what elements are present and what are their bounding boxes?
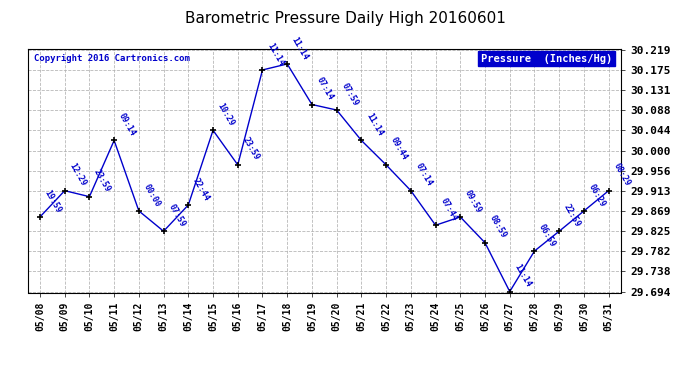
Text: 06:29: 06:29 (586, 182, 607, 208)
Text: 08:59: 08:59 (488, 214, 508, 240)
Text: 22:59: 22:59 (562, 202, 582, 228)
Text: 10:29: 10:29 (216, 101, 236, 128)
Text: 11:14: 11:14 (290, 35, 310, 61)
Text: 19:59: 19:59 (43, 188, 63, 214)
Text: 07:14: 07:14 (315, 76, 335, 102)
Text: 11:14: 11:14 (364, 111, 384, 138)
Text: Copyright 2016 Cartronics.com: Copyright 2016 Cartronics.com (34, 54, 190, 63)
Text: 12:29: 12:29 (68, 162, 88, 188)
Text: 09:59: 09:59 (463, 188, 484, 214)
Text: 06:59: 06:59 (538, 222, 558, 248)
Text: 11:14: 11:14 (265, 41, 286, 67)
Text: 11:14: 11:14 (513, 262, 533, 289)
Text: Pressure  (Inches/Hg): Pressure (Inches/Hg) (481, 54, 612, 64)
Text: 09:14: 09:14 (117, 111, 137, 138)
Text: 07:14: 07:14 (413, 162, 434, 188)
Text: 00:00: 00:00 (141, 182, 162, 208)
Text: 23:59: 23:59 (92, 168, 112, 194)
Text: 23:59: 23:59 (241, 136, 261, 162)
Text: 22:44: 22:44 (191, 176, 211, 202)
Text: 09:44: 09:44 (389, 136, 409, 162)
Text: Barometric Pressure Daily High 20160601: Barometric Pressure Daily High 20160601 (184, 11, 506, 26)
Text: 07:59: 07:59 (166, 202, 187, 228)
Text: 08:29: 08:29 (611, 162, 632, 188)
Text: 07:44: 07:44 (438, 196, 459, 222)
Text: 07:59: 07:59 (339, 81, 359, 107)
